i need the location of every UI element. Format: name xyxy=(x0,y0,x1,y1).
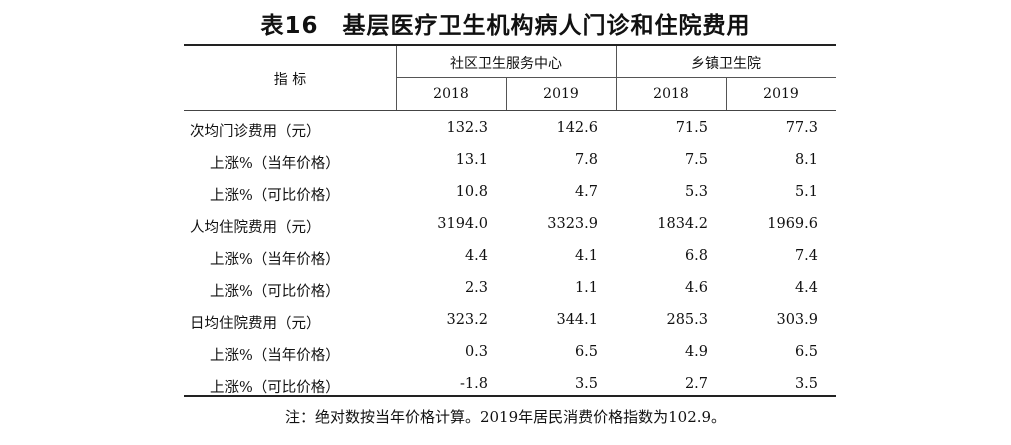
top-rule xyxy=(184,44,836,46)
value-cell: 13.1 xyxy=(398,152,488,168)
sub-row-label: 上涨%（可比价格） xyxy=(210,280,340,301)
value-cell: 1969.6 xyxy=(728,216,818,232)
value-cell: 6.5 xyxy=(508,344,598,360)
header-bottom-rule xyxy=(184,110,836,111)
value-cell: 8.1 xyxy=(728,152,818,168)
value-cell: 5.1 xyxy=(728,184,818,200)
value-cell: 2.3 xyxy=(398,280,488,296)
indicator-header: 指 标 xyxy=(184,69,396,89)
value-cell: 3194.0 xyxy=(398,216,488,232)
year-header: 2018 xyxy=(396,86,506,102)
value-cell: 303.9 xyxy=(728,312,818,328)
value-cell: 7.5 xyxy=(618,152,708,168)
value-cell: 4.7 xyxy=(508,184,598,200)
value-cell: 285.3 xyxy=(618,312,708,328)
row-label: 人均住院费用（元） xyxy=(190,216,321,237)
value-cell: 1.1 xyxy=(508,280,598,296)
year-header: 2019 xyxy=(726,86,836,102)
value-cell: -1.8 xyxy=(398,376,488,392)
value-cell: 71.5 xyxy=(618,120,708,136)
value-cell: 4.1 xyxy=(508,248,598,264)
value-cell: 2.7 xyxy=(618,376,708,392)
value-cell: 3.5 xyxy=(508,376,598,392)
row-label: 日均住院费用（元） xyxy=(190,312,321,333)
value-cell: 4.6 xyxy=(618,280,708,296)
value-cell: 1834.2 xyxy=(618,216,708,232)
value-cell: 132.3 xyxy=(398,120,488,136)
value-cell: 344.1 xyxy=(508,312,598,328)
sub-row-label: 上涨%（当年价格） xyxy=(210,152,340,173)
value-cell: 142.6 xyxy=(508,120,598,136)
value-cell: 7.8 xyxy=(508,152,598,168)
value-cell: 77.3 xyxy=(728,120,818,136)
value-cell: 10.8 xyxy=(398,184,488,200)
value-cell: 4.9 xyxy=(618,344,708,360)
year-header: 2018 xyxy=(616,86,726,102)
year-header: 2019 xyxy=(506,86,616,102)
value-cell: 6.8 xyxy=(618,248,708,264)
value-cell: 3.5 xyxy=(728,376,818,392)
sub-row-label: 上涨%（当年价格） xyxy=(210,248,340,269)
value-cell: 3323.9 xyxy=(508,216,598,232)
value-cell: 323.2 xyxy=(398,312,488,328)
township-hospital-header: 乡镇卫生院 xyxy=(616,53,836,73)
value-cell: 5.3 xyxy=(618,184,708,200)
value-cell: 0.3 xyxy=(398,344,488,360)
row-label: 次均门诊费用（元） xyxy=(190,120,321,141)
sub-row-label: 上涨%（当年价格） xyxy=(210,344,340,365)
sub-row-label: 上涨%（可比价格） xyxy=(210,376,340,397)
sub-row-label: 上涨%（可比价格） xyxy=(210,184,340,205)
value-cell: 6.5 xyxy=(728,344,818,360)
value-cell: 7.4 xyxy=(728,248,818,264)
community-center-header: 社区卫生服务中心 xyxy=(396,53,616,73)
value-cell: 4.4 xyxy=(728,280,818,296)
value-cell: 4.4 xyxy=(398,248,488,264)
table-title: 表16 基层医疗卫生机构病人门诊和住院费用 xyxy=(0,6,1011,40)
table-note: 注：绝对数按当年价格计算。2019年居民消费价格指数为102.9。 xyxy=(0,406,1011,427)
